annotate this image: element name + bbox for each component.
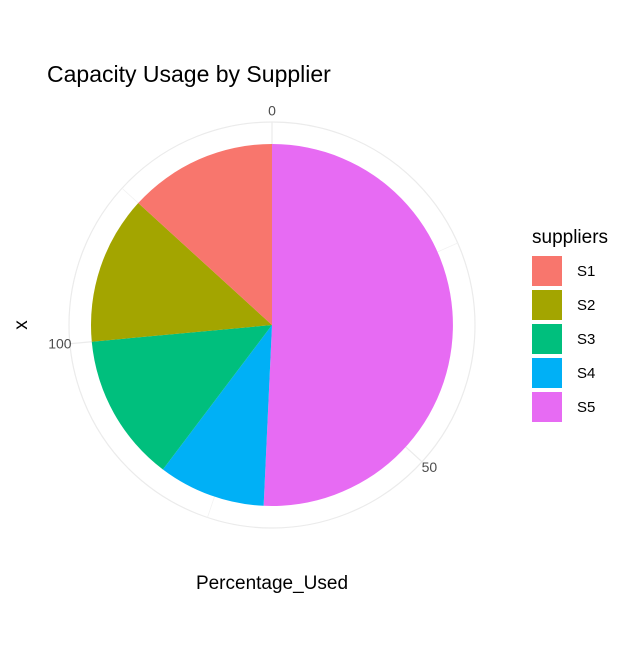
legend-label-s5: S5 — [577, 399, 595, 416]
legend-key-s5 — [532, 392, 562, 422]
legend-key-s2 — [532, 290, 562, 320]
theta-tick-label: 0 — [268, 103, 276, 119]
legend-label-s2: S2 — [577, 297, 595, 314]
legend: suppliers S1 S2 S3 S4 S5 — [532, 227, 608, 422]
legend-items: S1 S2 S3 S4 S5 — [532, 256, 595, 422]
pie-slices — [90, 144, 453, 506]
legend-key-s3 — [532, 324, 562, 354]
pie-slice-s3 — [91, 325, 273, 470]
legend-label-s3: S3 — [577, 331, 595, 348]
legend-label-s1: S1 — [577, 263, 595, 280]
legend-title: suppliers — [532, 227, 608, 248]
chart-title: Capacity Usage by Supplier — [47, 61, 331, 87]
pie-slice-s2 — [90, 203, 272, 342]
pie-slice-s4 — [162, 325, 272, 506]
theta-tick-labels: 0 50 100 — [48, 103, 437, 476]
y-axis-title: x — [11, 320, 32, 330]
pie-slice-s5 — [263, 144, 453, 506]
x-axis-title: Percentage_Used — [196, 573, 348, 594]
legend-label-s4: S4 — [577, 365, 595, 382]
theta-tick-label: 100 — [48, 335, 72, 351]
theta-tick-label: 50 — [422, 459, 438, 475]
pie-slice-s1 — [138, 144, 272, 325]
legend-key-s1 — [532, 256, 562, 286]
legend-key-s4 — [532, 358, 562, 388]
